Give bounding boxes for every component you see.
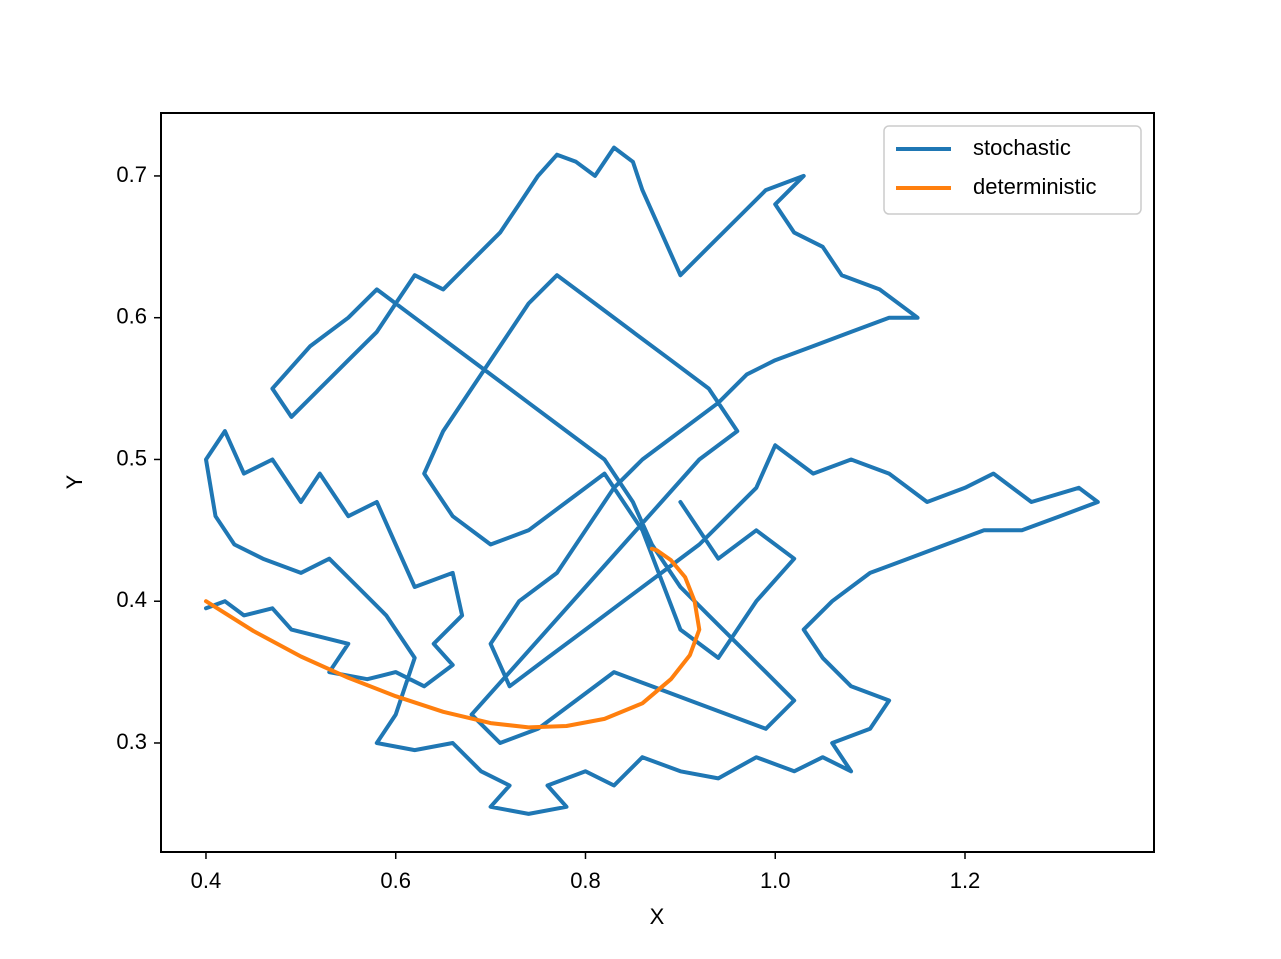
y-tick-label: 0.7 [116, 162, 147, 187]
y-tick-label: 0.3 [116, 729, 147, 754]
series-line [204, 546, 702, 730]
x-tick-label: 0.8 [570, 868, 601, 893]
y-tick-label: 0.5 [116, 445, 147, 470]
x-tick-label: 1.0 [760, 868, 791, 893]
plot-frame [160, 112, 1155, 853]
series-line [204, 145, 1100, 816]
legend-label: stochastic [973, 135, 1071, 160]
x-tick-label: 0.4 [191, 868, 222, 893]
x-tick-label: 1.2 [950, 868, 981, 893]
y-tick-label: 0.6 [116, 304, 147, 329]
legend-label: deterministic [973, 174, 1096, 199]
y-axis-label: Y [62, 474, 87, 489]
x-axis-label: X [650, 904, 665, 929]
y-tick-label: 0.4 [116, 587, 147, 612]
x-tick-label: 0.6 [380, 868, 411, 893]
